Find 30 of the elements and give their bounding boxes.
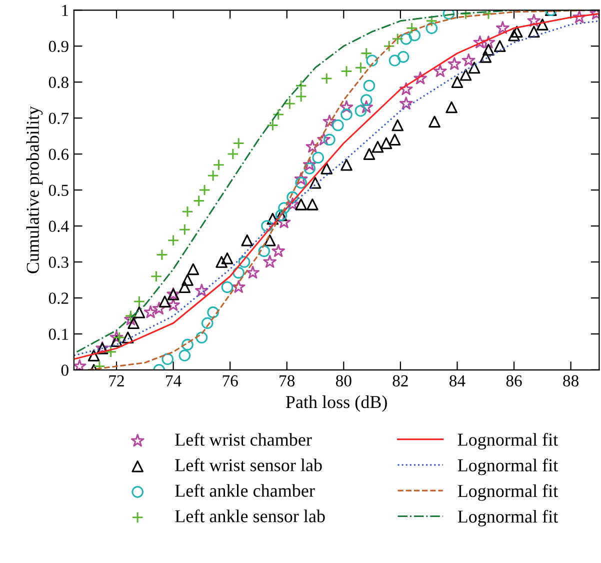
- x-tick-label: 86: [506, 375, 522, 386]
- legend-label: Lognormal fit: [458, 432, 558, 450]
- y-tick-label: 0.8: [48, 76, 68, 88]
- y-tick-label: 1: [62, 4, 68, 16]
- y-tick-label: 0.5: [48, 184, 68, 196]
- y-tick-label: 0.4: [48, 220, 69, 232]
- x-axis-title: Path loss (dB): [286, 395, 387, 412]
- legend-label: Lognormal fit: [458, 484, 558, 501]
- x-tick-label: 78: [280, 375, 295, 386]
- y-tick-label: 0.1: [48, 328, 68, 340]
- legend-label: Lognormal fit: [458, 458, 558, 476]
- x-tick-label: 76: [222, 375, 238, 386]
- x-tick-label: 88: [563, 375, 578, 386]
- y-tick-label: 0.6: [48, 148, 69, 160]
- x-tick-label: 82: [392, 375, 408, 386]
- legend-label: Left wrist chamber: [175, 432, 312, 446]
- legend-label: Lognormal fit: [458, 510, 558, 526]
- y-axis-title: Cumulative probability: [26, 106, 43, 274]
- y-tick-label: 0: [61, 364, 68, 376]
- legend-label: Left ankle sensor lab: [175, 509, 325, 522]
- y-tick-label: 0.9: [48, 40, 68, 52]
- y-tick-label: 0.7: [48, 112, 69, 124]
- legend-label: Left wrist sensor lab: [175, 458, 322, 472]
- x-tick-label: 80: [336, 375, 352, 386]
- y-tick-label: 0.3: [48, 256, 68, 268]
- legend-label: Left ankle chamber: [175, 484, 315, 497]
- y-tick-label: 0.2: [48, 292, 68, 304]
- x-tick-label: 74: [166, 375, 182, 386]
- x-tick-label: 72: [109, 375, 124, 386]
- x-tick-label: 84: [450, 375, 466, 386]
